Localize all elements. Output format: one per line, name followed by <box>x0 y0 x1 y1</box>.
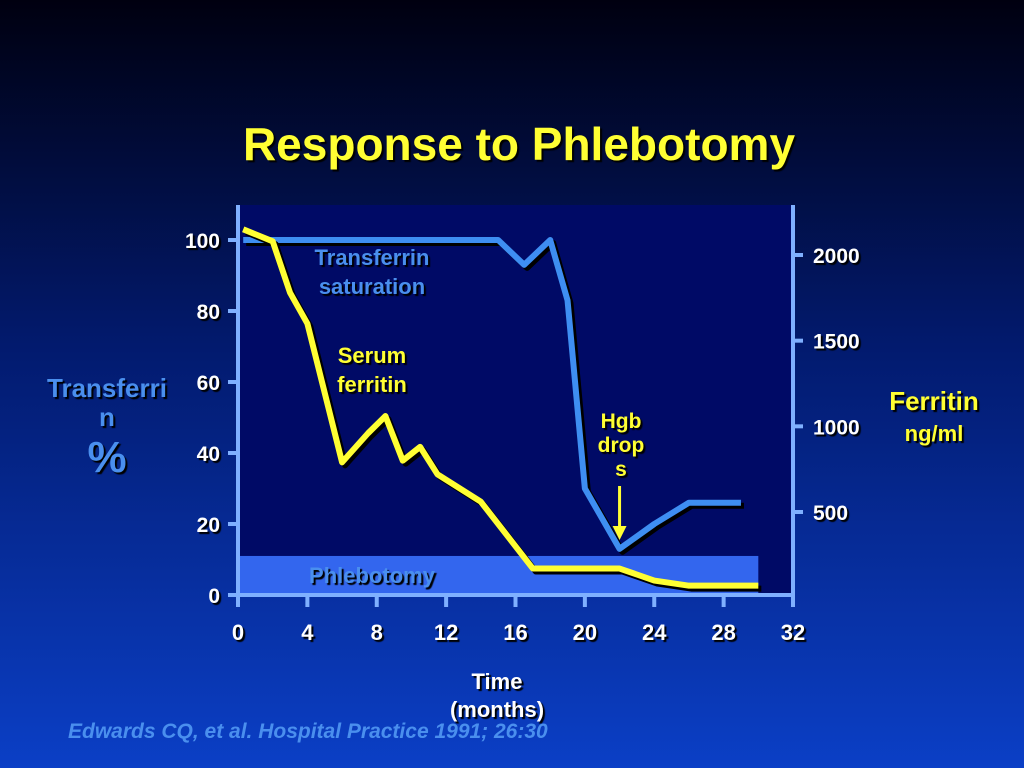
y-left-tick-label: 0 <box>208 585 220 608</box>
y-right-tick-label: 1500 <box>813 331 860 354</box>
x-tick-label: 0 <box>232 620 244 645</box>
hgb-arrow-head-icon <box>612 526 627 540</box>
x-axis-title-line1: Time <box>472 669 523 694</box>
y-left-tick-label: 60 <box>197 372 220 395</box>
x-tick-label: 24 <box>642 620 667 645</box>
y-right-tick-label: 500 <box>813 502 848 525</box>
y-left-tick-label: 40 <box>197 443 220 466</box>
serum-ferritin-label: Serum ferritin <box>337 343 407 397</box>
x-tick-label: 8 <box>371 620 383 645</box>
y-left-tick-label: 20 <box>197 514 220 537</box>
citation: Edwards CQ, et al. Hospital Practice 199… <box>68 720 548 743</box>
x-tick-label: 16 <box>503 620 527 645</box>
hgb-drops-label: Hgb drop s <box>598 410 645 481</box>
y-right-tick-label: 1000 <box>813 416 860 439</box>
y-left-axis-title-line1: Transferri <box>47 373 167 403</box>
y-left-axis-title-line2: n <box>99 402 115 432</box>
y-left-tick-label: 100 <box>185 230 220 253</box>
y-left-tick-label: 80 <box>197 301 220 324</box>
x-tick-label: 12 <box>434 620 458 645</box>
y-right-axis-title-line2: ng/ml <box>905 421 964 446</box>
y-left-axis-title-unit: % <box>87 433 126 482</box>
x-tick-label: 4 <box>301 620 314 645</box>
x-tick-label: 32 <box>781 620 805 645</box>
transferrin-saturation-label: Transferrin saturation <box>315 245 430 299</box>
x-tick-label: 20 <box>573 620 597 645</box>
y-right-axis-title-line1: Ferritin <box>889 386 979 416</box>
x-tick-label: 28 <box>711 620 735 645</box>
page-title: Response to Phlebotomy <box>243 118 795 170</box>
x-axis-title-line2: (months) <box>450 697 544 722</box>
phlebotomy-label: Phlebotomy <box>309 563 436 588</box>
y-right-tick-label: 2000 <box>813 245 860 268</box>
transferrin-saturation-line <box>243 237 741 552</box>
serum-ferritin-line <box>242 226 759 589</box>
